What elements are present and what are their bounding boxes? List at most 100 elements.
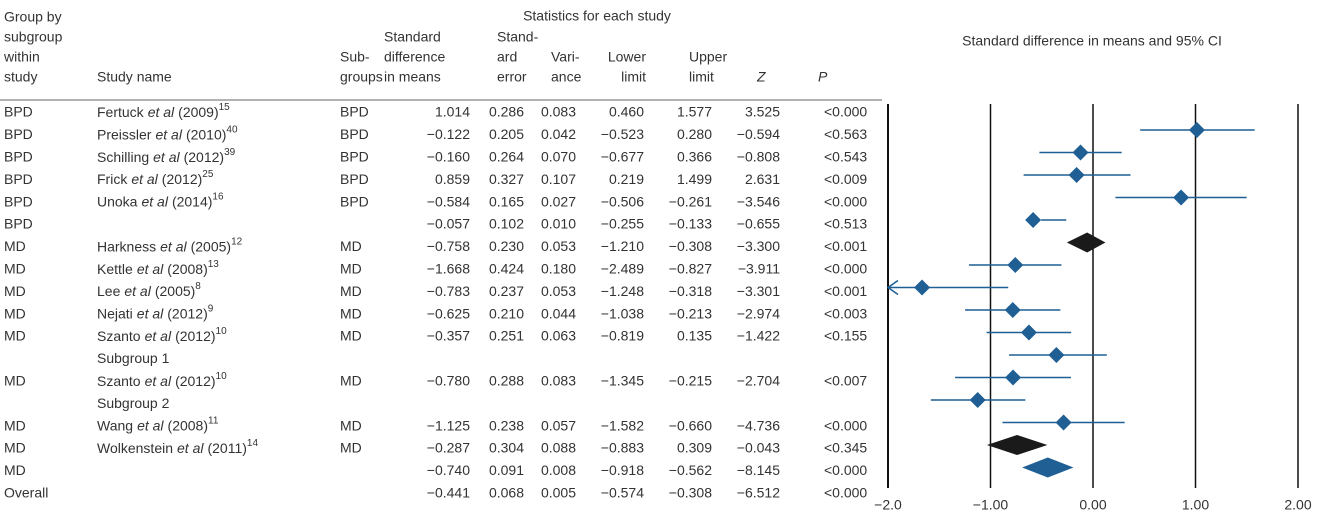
stat-cell: 0.237	[489, 283, 524, 299]
study-marker	[1048, 347, 1065, 363]
column-header: ance	[551, 69, 582, 85]
subgroup-cell: MD	[340, 440, 362, 456]
stat-cell: 1.014	[435, 104, 470, 120]
column-header: study	[4, 69, 37, 85]
column-header: within	[3, 49, 40, 65]
p-cell: <0.003	[824, 305, 867, 321]
study-year: (2012)	[175, 328, 215, 344]
group-cell: MD	[4, 373, 26, 389]
stat-cell: 0.230	[489, 238, 524, 254]
stat-cell: −0.043	[737, 440, 780, 456]
stat-cell: −1.582	[601, 417, 644, 433]
stat-cell: 0.304	[489, 440, 524, 456]
stat-cell: −0.057	[427, 216, 470, 232]
x-tick-label: 1.00	[1182, 497, 1209, 513]
study-etal: et al	[124, 283, 151, 299]
p-cell: <0.001	[824, 283, 867, 299]
stat-cell: −0.655	[737, 216, 780, 232]
stat-cell: 0.008	[541, 462, 576, 478]
stat-cell: 0.309	[677, 440, 712, 456]
study-marker	[1188, 122, 1205, 138]
subgroup-cell: BPD	[340, 149, 369, 165]
stat-cell: 3.525	[745, 104, 780, 120]
study-year: (2009)	[178, 104, 218, 120]
stat-cell: −0.819	[601, 328, 644, 344]
p-cell: <0.009	[824, 171, 867, 187]
stat-cell: −2.974	[737, 305, 780, 321]
study-marker	[969, 392, 986, 408]
study-etal: et al	[141, 193, 168, 209]
stat-cell: 0.057	[541, 417, 576, 433]
stat-cell: 0.210	[489, 305, 524, 321]
group-cell: BPD	[4, 216, 33, 232]
study-ref: 15	[219, 102, 231, 113]
column-header: limit	[621, 69, 646, 85]
stat-cell: 0.083	[541, 104, 576, 120]
study-year: (2011)	[207, 440, 246, 456]
study-author: Unoka	[97, 193, 138, 209]
study-extra: Subgroup 1	[97, 350, 170, 366]
study-author: Wolkenstein	[97, 440, 173, 456]
study-author: Preissler	[97, 126, 152, 142]
stat-cell: −0.780	[427, 373, 470, 389]
group-cell: Overall	[4, 485, 48, 501]
study-year: (2012)	[184, 149, 224, 165]
stat-cell: 0.264	[489, 149, 524, 165]
study-name: Szanto et al (2012)10	[97, 326, 227, 344]
study-author: Nejati	[97, 305, 133, 321]
study-name: Wang et al (2008)11	[97, 416, 219, 434]
column-header: Lower	[608, 49, 646, 65]
study-name: Schilling et al (2012)39	[97, 147, 236, 165]
group-cell: MD	[4, 238, 26, 254]
stat-cell: −3.546	[737, 193, 780, 209]
study-etal: et al	[177, 440, 204, 456]
study-ref: 14	[247, 438, 259, 449]
stat-cell: 0.027	[541, 193, 576, 209]
x-tick-label: 0.00	[1079, 497, 1106, 513]
stat-cell: −1.248	[601, 283, 644, 299]
stat-cell: 0.088	[541, 440, 576, 456]
summary-diamond	[1066, 232, 1106, 253]
stat-cell: −4.736	[737, 417, 780, 433]
stat-cell: 0.070	[541, 149, 576, 165]
stat-cell: −0.523	[601, 126, 644, 142]
p-cell: <0.543	[824, 149, 867, 165]
group-cell: BPD	[4, 193, 33, 209]
stat-cell: −0.287	[427, 440, 470, 456]
stat-cell: −0.318	[669, 283, 712, 299]
study-name: Lee et al (2005)8	[97, 281, 201, 299]
column-header: subgroup	[4, 29, 63, 45]
p-cell: <0.000	[824, 261, 867, 277]
stat-cell: 0.053	[541, 238, 576, 254]
study-name: Unoka et al (2014)16	[97, 192, 224, 210]
stat-cell: −0.122	[427, 126, 470, 142]
study-marker	[1005, 369, 1022, 386]
group-cell: MD	[4, 440, 26, 456]
stat-cell: −3.301	[737, 283, 780, 299]
stat-cell: 0.180	[541, 261, 576, 277]
study-author: Szanto	[97, 373, 141, 389]
stat-cell: −0.594	[737, 126, 780, 142]
study-marker	[1068, 167, 1085, 183]
p-cell: <0.000	[824, 462, 867, 478]
study-marker	[1173, 189, 1190, 206]
stat-cell: 0.327	[489, 171, 524, 187]
column-header: ard	[497, 49, 517, 65]
study-etal: et al	[137, 305, 164, 321]
column-header: Standard	[384, 29, 441, 45]
group-cell: MD	[4, 462, 26, 478]
group-cell: BPD	[4, 104, 33, 120]
stat-cell: 0.205	[489, 126, 524, 142]
stat-cell: −0.827	[669, 261, 712, 277]
stat-cell: −0.740	[427, 462, 470, 478]
column-header: in means	[384, 69, 441, 85]
study-etal: et al	[155, 126, 182, 142]
stat-cell: −0.808	[737, 149, 780, 165]
stat-cell: −0.625	[427, 305, 470, 321]
stat-cell: −0.918	[601, 462, 644, 478]
stat-cell: −0.574	[601, 485, 644, 501]
stats-title: Statistics for each study	[523, 8, 671, 24]
study-ref: 39	[224, 147, 236, 158]
stat-cell: −3.300	[737, 238, 780, 254]
